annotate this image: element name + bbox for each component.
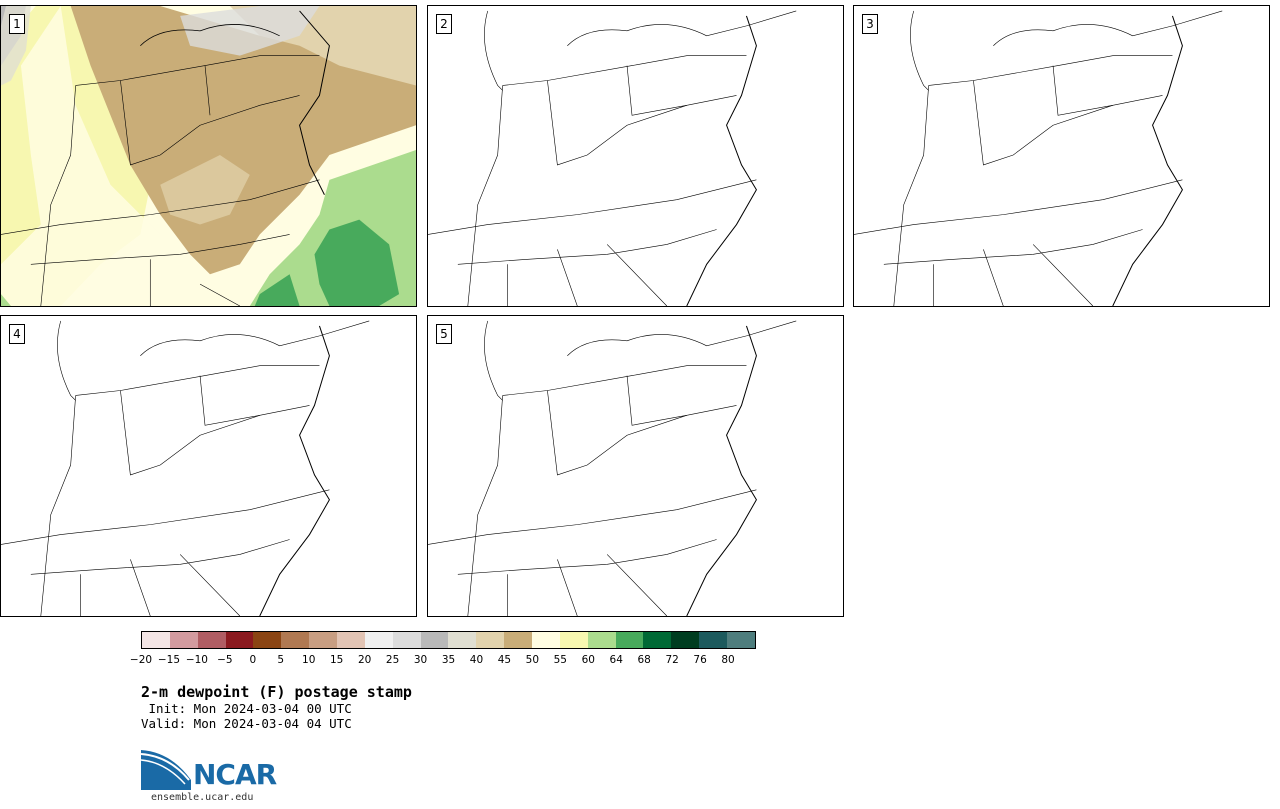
colorbar-swatch — [364, 632, 393, 648]
colorbar-tick-label: 35 — [441, 654, 456, 666]
colorbar-ticks: −20 −15 −10 −5 0 5 10 15 20 25 30 35 40 45 50 55 60 64 68 7… — [130, 654, 756, 668]
logo-url: ensemble.ucar.edu — [151, 792, 254, 803]
colorbar-tick-label: 64 — [609, 654, 623, 666]
panel-label-4: 4 — [9, 324, 25, 344]
colorbar-swatch — [476, 632, 505, 648]
colorbar-tick-label: 50 — [525, 654, 540, 666]
logo-wordmark: NCAR — [193, 758, 277, 791]
colorbar-tick-label: 72 — [665, 654, 679, 666]
figure-title: 2-m dewpoint (F) postage stamp — [141, 683, 412, 701]
map-panel-5: 5 — [427, 315, 844, 617]
colorbar-swatch — [309, 632, 338, 648]
map-panel-3: 3 — [853, 5, 1270, 307]
colorbar-swatch — [532, 632, 560, 648]
ncar-swoosh-icon — [140, 750, 191, 790]
panel-label-1: 1 — [9, 14, 25, 34]
outline-map-3 — [854, 10, 1223, 306]
colorbar-tick-label: −10 — [185, 654, 208, 666]
colorbar-swatch — [504, 632, 533, 648]
colorbar-tick-label: 20 — [357, 654, 372, 666]
colorbar-tick-label: 15 — [329, 654, 344, 666]
colorbar-tick-label: 45 — [497, 654, 512, 666]
dewpoint-map-1 — [1, 6, 416, 306]
colorbar-tick-label: 5 — [277, 654, 285, 666]
colorbar-swatch — [169, 632, 198, 648]
ncar-logo: NCAR — [140, 750, 291, 792]
outline-map-2 — [428, 10, 797, 306]
colorbar-swatch — [197, 632, 226, 648]
colorbar-tick-label: 68 — [637, 654, 651, 666]
colorbar-tick-label: −15 — [157, 654, 181, 666]
colorbar-swatch — [671, 632, 700, 648]
panel-label-5: 5 — [436, 324, 452, 344]
init-time: Init: Mon 2024-03-04 00 UTC — [141, 701, 352, 716]
colorbar-swatch — [727, 632, 755, 648]
colorbar-tick-label: 0 — [249, 654, 257, 666]
colorbar-tick-label: 40 — [469, 654, 484, 666]
colorbar-swatch — [587, 632, 616, 648]
colorbar-swatch — [142, 632, 170, 648]
colorbar-tick-label: 30 — [413, 654, 428, 666]
colorbar — [141, 631, 756, 649]
outline-map-5 — [428, 320, 797, 616]
colorbar-tick-label: −5 — [217, 654, 233, 666]
colorbar-swatch — [225, 632, 254, 648]
colorbar-swatch — [420, 632, 449, 648]
colorbar-tick-label: 55 — [553, 654, 567, 666]
colorbar-swatch — [337, 632, 365, 648]
panel-label-2: 2 — [436, 14, 452, 34]
colorbar-tick-label: −20 — [129, 654, 153, 666]
colorbar-swatch — [559, 632, 588, 648]
map-panel-2: 2 — [427, 5, 844, 307]
colorbar-swatch — [643, 632, 672, 648]
colorbar-tick-label: 60 — [581, 654, 595, 666]
outline-map-4 — [1, 320, 370, 616]
panel-label-3: 3 — [862, 14, 878, 34]
colorbar-swatch — [448, 632, 477, 648]
valid-time: Valid: Mon 2024-03-04 04 UTC — [141, 716, 352, 731]
colorbar-tick-label: 76 — [693, 654, 707, 666]
colorbar-tick-label: 80 — [721, 654, 735, 666]
colorbar-swatch — [392, 632, 421, 648]
colorbar-swatch — [253, 632, 282, 648]
colorbar-tick-label: 25 — [385, 654, 400, 666]
map-panel-4: 4 — [0, 315, 417, 617]
colorbar-swatch — [615, 632, 644, 648]
colorbar-swatch — [281, 632, 310, 648]
colorbar-tick-label: 10 — [302, 654, 316, 666]
colorbar-swatch — [699, 632, 728, 648]
map-panel-1: 1 — [0, 5, 417, 307]
